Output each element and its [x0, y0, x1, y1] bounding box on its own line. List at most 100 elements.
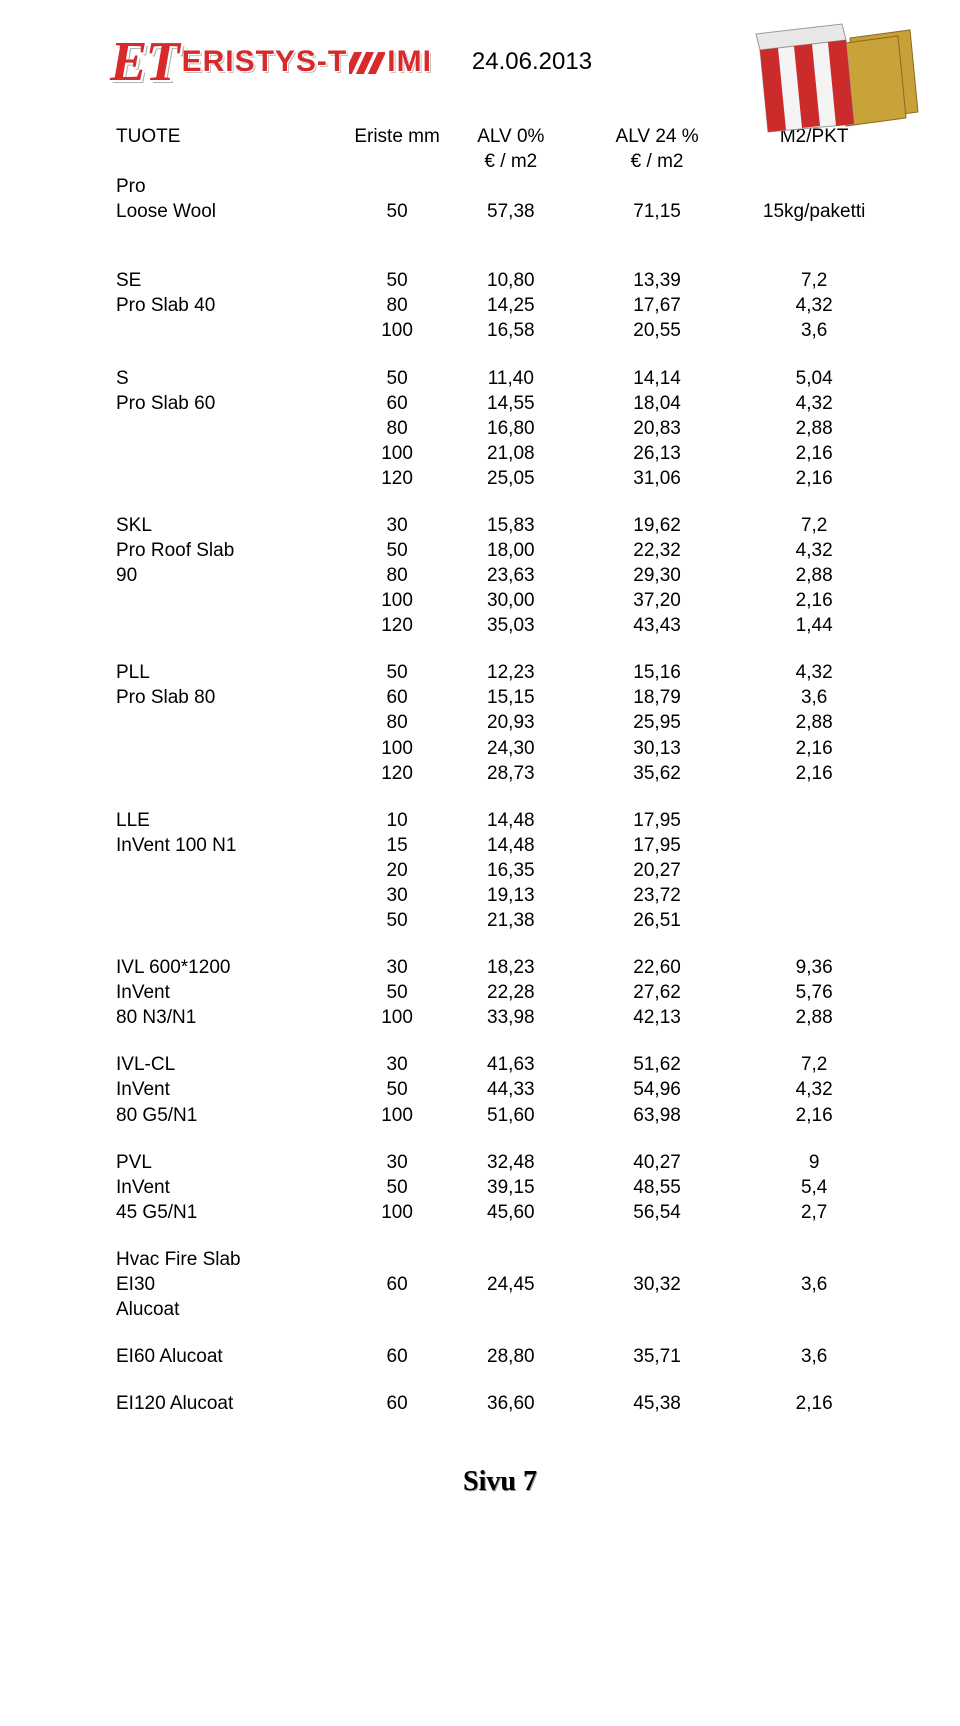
cell-product: [110, 883, 348, 908]
table-row: 8020,9325,952,88: [110, 710, 890, 735]
table-row: LLE1014,4817,95: [110, 808, 890, 833]
cell-alv24: 48,55: [576, 1175, 739, 1200]
cell-mm: 10: [348, 808, 446, 833]
cell-product: LLE: [110, 808, 348, 833]
cell-alv24: 22,60: [576, 955, 739, 980]
cell-alv0: [446, 1247, 576, 1272]
cell-product: 45 G5/N1: [110, 1200, 348, 1225]
cell-mm: 30: [348, 883, 446, 908]
cell-alv24: 43,43: [576, 613, 739, 638]
cell-product: IVL 600*1200: [110, 955, 348, 980]
cell-alv0: 22,28: [446, 980, 576, 1005]
cell-product: EI60 Alucoat: [110, 1344, 348, 1369]
document-date: 24.06.2013: [472, 48, 592, 76]
cell-alv24: 30,32: [576, 1272, 739, 1297]
table-row: Pro Slab 408014,2517,674,32: [110, 293, 890, 318]
cell-mm: 80: [348, 710, 446, 735]
cell-alv0: 24,30: [446, 736, 576, 761]
cell-alv24: 45,38: [576, 1391, 739, 1416]
cell-alv24: 71,15: [576, 199, 739, 224]
table-row: Alucoat: [110, 1297, 890, 1322]
cell-mm: 100: [348, 1005, 446, 1030]
cell-alv24: 25,95: [576, 710, 739, 735]
cell-alv0: 14,48: [446, 808, 576, 833]
table-row: 908023,6329,302,88: [110, 563, 890, 588]
table-row: 10016,5820,553,6: [110, 318, 890, 343]
cell-m2: 3,6: [738, 1272, 890, 1297]
cell-m2: 4,32: [738, 660, 890, 685]
cell-mm: 30: [348, 513, 446, 538]
cell-alv0: 11,40: [446, 366, 576, 391]
spacer: [110, 1322, 890, 1344]
cell-mm: 80: [348, 293, 446, 318]
table-row: IVL-CL3041,6351,627,2: [110, 1052, 890, 1077]
cell-m2: 4,32: [738, 391, 890, 416]
cell-m2: 15kg/paketti: [738, 199, 890, 224]
cell-mm: 30: [348, 955, 446, 980]
cell-alv0: 21,38: [446, 908, 576, 933]
cell-alv0: 41,63: [446, 1052, 576, 1077]
table-row: SKL3015,8319,627,2: [110, 513, 890, 538]
cell-mm: 120: [348, 613, 446, 638]
cell-mm: 50: [348, 980, 446, 1005]
cell-m2: [738, 833, 890, 858]
table-row: 10024,3030,132,16: [110, 736, 890, 761]
spacer: [110, 1369, 890, 1391]
cell-alv24: [576, 1297, 739, 1322]
cell-alv0: 18,00: [446, 538, 576, 563]
cell-alv0: 35,03: [446, 613, 576, 638]
cell-m2: [738, 808, 890, 833]
cell-alv24: 20,83: [576, 416, 739, 441]
cell-alv24: 23,72: [576, 883, 739, 908]
cell-product: [110, 466, 348, 491]
table-row: [110, 224, 890, 246]
cell-m2: 4,32: [738, 293, 890, 318]
cell-m2: 2,16: [738, 466, 890, 491]
cell-mm: 50: [348, 660, 446, 685]
cell-product: InVent: [110, 1077, 348, 1102]
spacer: [110, 1128, 890, 1150]
table-row: 2016,3520,27: [110, 858, 890, 883]
col-header-product: TUOTE: [110, 124, 348, 174]
cell-mm: 50: [348, 538, 446, 563]
table-row: [110, 344, 890, 366]
cell-mm: [348, 1247, 446, 1272]
cell-m2: 2,88: [738, 710, 890, 735]
cell-product: SE: [110, 268, 348, 293]
spacer: [110, 1225, 890, 1247]
cell-alv24: 20,27: [576, 858, 739, 883]
col-header-alv0-line2: € / m2: [484, 151, 537, 172]
table-row: PLL5012,2315,164,32: [110, 660, 890, 685]
cell-mm: 30: [348, 1052, 446, 1077]
cell-m2: 3,6: [738, 685, 890, 710]
cell-alv0: 57,38: [446, 199, 576, 224]
cell-alv0: 30,00: [446, 588, 576, 613]
cell-mm: 50: [348, 199, 446, 224]
table-row: Hvac Fire Slab: [110, 1247, 890, 1272]
cell-mm: 100: [348, 1200, 446, 1225]
cell-alv0: 33,98: [446, 1005, 576, 1030]
table-row: [110, 1225, 890, 1247]
cell-product: [110, 588, 348, 613]
cell-mm: 120: [348, 466, 446, 491]
cell-alv24: 26,51: [576, 908, 739, 933]
table-row: [110, 1369, 890, 1391]
cell-alv0: 51,60: [446, 1103, 576, 1128]
cell-alv0: 32,48: [446, 1150, 576, 1175]
spacer: [110, 224, 890, 246]
logo-brand-pre: ERISTYS-T: [182, 45, 348, 78]
table-row: [110, 933, 890, 955]
cell-alv0: 25,05: [446, 466, 576, 491]
cell-alv0: 24,45: [446, 1272, 576, 1297]
cell-m2: 9,36: [738, 955, 890, 980]
cell-m2: [738, 1247, 890, 1272]
cell-product: [110, 710, 348, 735]
logo-stripes-icon: [349, 50, 385, 76]
cell-mm: [348, 1297, 446, 1322]
cell-alv24: 18,04: [576, 391, 739, 416]
logo-brand: ERISTYS-TIMI: [182, 45, 432, 79]
cell-m2: [738, 908, 890, 933]
table-row: InVent5022,2827,625,76: [110, 980, 890, 1005]
cell-m2: 2,16: [738, 1391, 890, 1416]
cell-product: [110, 736, 348, 761]
